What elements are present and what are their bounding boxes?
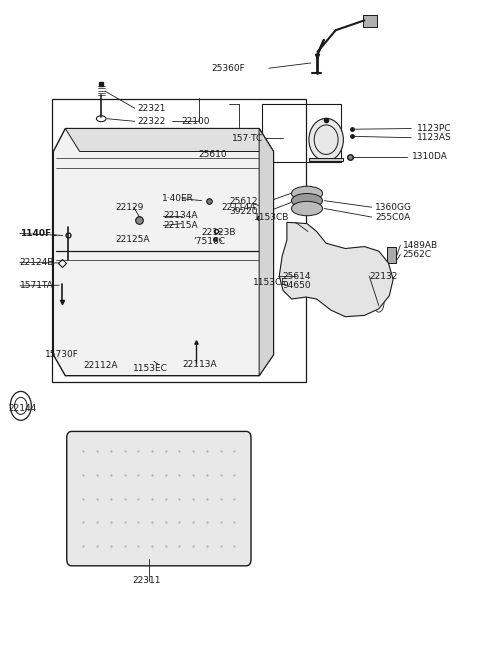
Text: 1123PC: 1123PC (417, 124, 452, 133)
Bar (262, 104, 341, 162)
Ellipse shape (291, 201, 323, 215)
Ellipse shape (291, 193, 323, 208)
FancyBboxPatch shape (67, 432, 251, 566)
Ellipse shape (291, 186, 323, 200)
Text: 22112A: 22112A (83, 361, 118, 371)
Ellipse shape (136, 236, 149, 244)
Text: 22322: 22322 (137, 117, 165, 126)
Text: 22100: 22100 (181, 117, 210, 126)
Text: 1489AB: 1489AB (403, 240, 438, 250)
Text: 1360GG: 1360GG (375, 203, 412, 212)
Text: 22321: 22321 (137, 104, 166, 113)
Text: 1·40ER: 1·40ER (161, 194, 193, 203)
Ellipse shape (78, 223, 91, 237)
Text: 22123B: 22123B (202, 227, 236, 237)
Polygon shape (53, 129, 274, 376)
Text: 25614: 25614 (282, 271, 311, 281)
Bar (52, 99, 306, 382)
Text: 255C0A: 255C0A (375, 213, 410, 221)
Text: 1571TA: 1571TA (20, 281, 54, 290)
Bar (362, 15, 377, 27)
Text: 22132: 22132 (369, 271, 397, 281)
Text: 25360F: 25360F (211, 64, 245, 73)
Text: 2562C: 2562C (403, 250, 432, 259)
Text: 22114A: 22114A (222, 203, 256, 212)
Text: 22129: 22129 (116, 203, 144, 212)
Text: 1310DA: 1310DA (412, 152, 448, 161)
Ellipse shape (132, 223, 145, 237)
Text: 22125A: 22125A (116, 235, 150, 244)
Text: 157·TC: 157·TC (232, 134, 263, 143)
Polygon shape (240, 198, 253, 210)
Ellipse shape (309, 118, 343, 161)
Text: 22144: 22144 (8, 404, 36, 413)
Text: 1153EC: 1153EC (133, 364, 168, 373)
Text: 15730F: 15730F (45, 350, 79, 359)
Text: 1153CE: 1153CE (253, 278, 288, 287)
Text: 1153CB: 1153CB (254, 214, 290, 222)
Polygon shape (187, 212, 199, 222)
Text: 22311: 22311 (132, 576, 161, 585)
Bar (387, 247, 396, 263)
Text: 22115A: 22115A (163, 221, 198, 230)
Text: 1123AS: 1123AS (417, 133, 452, 142)
Text: 1140FL: 1140FL (20, 229, 57, 238)
Polygon shape (259, 129, 274, 376)
Text: 39220: 39220 (229, 207, 258, 215)
Ellipse shape (186, 223, 200, 237)
Text: 94650: 94650 (282, 281, 311, 290)
Polygon shape (65, 129, 274, 152)
Polygon shape (279, 222, 393, 317)
Text: 25612: 25612 (229, 197, 258, 206)
Text: 22113A: 22113A (182, 360, 217, 369)
Text: 25610: 25610 (198, 150, 227, 159)
Text: ’7516C: ’7516C (193, 237, 225, 246)
Text: 22124B: 22124B (20, 258, 54, 267)
Text: 22134A: 22134A (163, 212, 198, 220)
Polygon shape (309, 158, 343, 161)
Ellipse shape (240, 223, 254, 237)
